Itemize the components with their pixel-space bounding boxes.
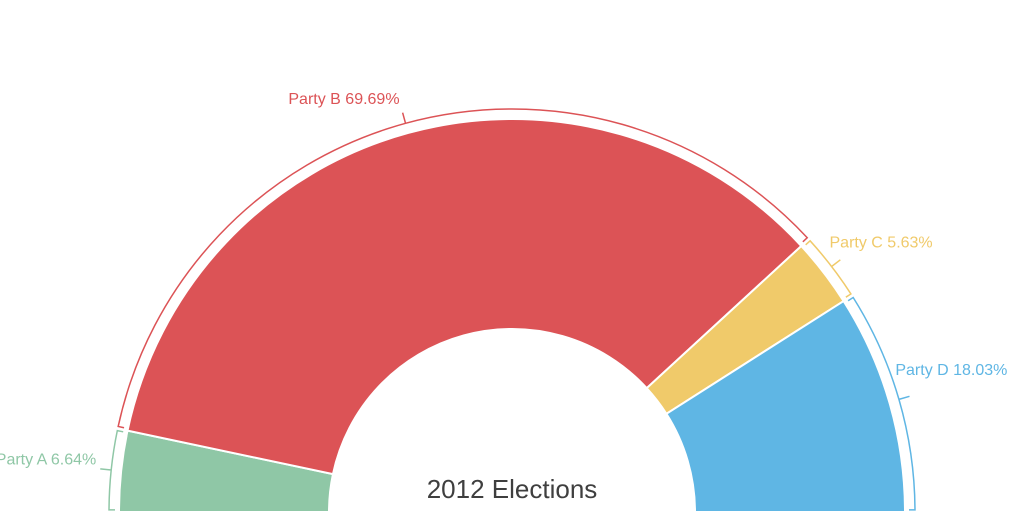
slice-label-name: Party A bbox=[0, 451, 48, 468]
slice-label-value: 5.63% bbox=[883, 234, 933, 251]
leader-line-party-c bbox=[805, 239, 852, 298]
slice-label-value: 18.03% bbox=[949, 362, 1008, 379]
slice-label-name: Party D bbox=[895, 362, 948, 379]
slices-layer bbox=[117, 118, 907, 513]
leader-line-party-b bbox=[117, 108, 809, 429]
leader-line-party-d bbox=[847, 296, 916, 511]
chart-title: 2012 Elections bbox=[427, 474, 598, 504]
slice-label-name: Party B bbox=[288, 91, 340, 108]
slice-label-value: 6.64% bbox=[46, 451, 96, 468]
slice-labels-layer: Party A 6.64% Party B 69.69% Party C 5.63%… bbox=[0, 91, 1007, 469]
leader-lines-layer bbox=[100, 108, 916, 511]
leader-line-party-a bbox=[100, 429, 124, 511]
slice-label-name: Party C bbox=[830, 234, 883, 251]
slice-label-value: 69.69% bbox=[341, 91, 400, 108]
slice-label-party-d: Party D 18.03% bbox=[895, 362, 1007, 379]
slice-party-b[interactable] bbox=[126, 118, 803, 476]
slice-label-party-c: Party C 5.63% bbox=[830, 234, 933, 251]
slice-label-party-a: Party A 6.64% bbox=[0, 451, 96, 468]
slice-label-party-b: Party B 69.69% bbox=[288, 91, 399, 108]
